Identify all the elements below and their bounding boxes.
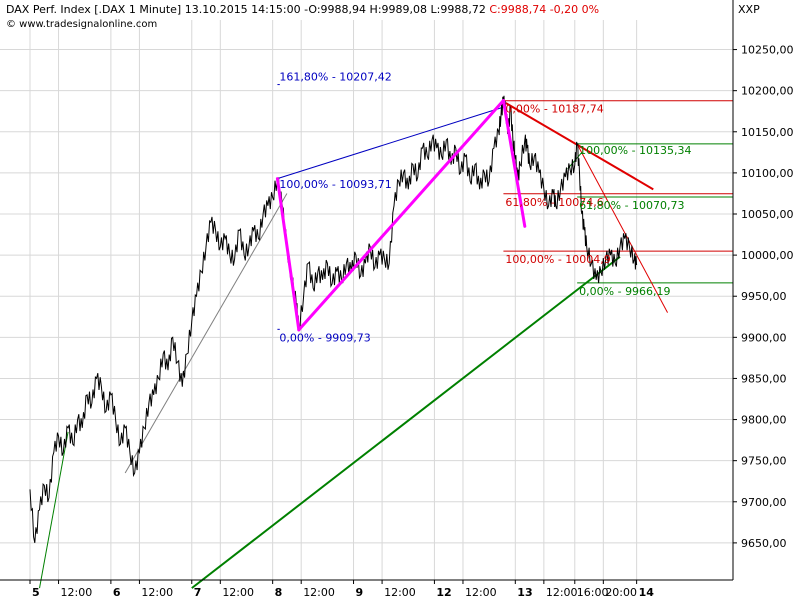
fib-level-label: 0,00% - 10187,74 — [505, 103, 603, 116]
fib-level-label: 161,80% - 10207,42 — [279, 71, 391, 84]
fib-level-label: 100,00% - 10093,71 — [279, 178, 391, 191]
symbol-label: XXP — [738, 3, 760, 16]
x-tick-label: 12:00 — [546, 586, 578, 599]
open-value: O:9988,94 — [308, 3, 367, 16]
grid — [0, 20, 733, 580]
trend-line — [576, 143, 668, 313]
trend-line — [191, 255, 621, 589]
x-tick-label: 12:00 — [61, 586, 93, 599]
trend-line — [277, 106, 504, 180]
x-tick-label: 16:00 — [577, 586, 609, 599]
fib-level-label: 61,80% - 10070,73 — [579, 199, 684, 212]
instrument-name: DAX Perf. Index [.DAX 1 Minute] — [6, 3, 182, 16]
fibonacci-levels — [277, 84, 733, 330]
bar-datetime: 13.10.2015 14:15:00 — [184, 3, 301, 16]
x-tick-label: 8 — [275, 586, 283, 599]
y-tick-label: 9900,00 — [741, 331, 787, 344]
chart-header: DAX Perf. Index [.DAX 1 Minute] 13.10.20… — [6, 3, 600, 16]
pattern-line — [297, 99, 505, 332]
fib-level-label: 61,80% - 10074,6 — [505, 196, 603, 209]
y-tick-label: 10250,00 — [741, 44, 794, 57]
x-tick-label: 12:00 — [222, 586, 254, 599]
x-tick-label: 13 — [517, 586, 532, 599]
pattern-line — [501, 99, 527, 228]
y-tick-label: 10200,00 — [741, 85, 794, 98]
pattern-line — [275, 177, 301, 332]
fib-level-label: 0,00% - 9909,73 — [279, 331, 370, 344]
fib-level-label: 100,00% - 10004,9 — [505, 253, 610, 266]
x-tick-label: 14 — [639, 586, 655, 599]
y-tick-label: 9950,00 — [741, 290, 787, 303]
y-tick-label: 10050,00 — [741, 208, 794, 221]
x-tick-label: 7 — [194, 586, 202, 599]
fib-level-label: 0,00% - 9966,19 — [579, 285, 670, 298]
high-value: H:9989,08 — [369, 3, 428, 16]
y-tick-label: 9850,00 — [741, 372, 787, 385]
pattern-lines — [275, 99, 527, 332]
y-tick-label: 9750,00 — [741, 455, 787, 468]
x-tick-label: 6 — [113, 586, 121, 599]
copyright-text: © www.tradesignalonline.com — [6, 19, 158, 30]
trend-line — [39, 431, 69, 589]
y-tick-label: 10100,00 — [741, 167, 794, 180]
fibonacci-labels: 161,80% - 10207,42 100,00% - 10093,71 0,00… — [279, 71, 691, 345]
x-tick-label: 20:00 — [605, 586, 637, 599]
trend-lines — [39, 102, 668, 589]
y-tick-label: 10000,00 — [741, 249, 794, 262]
low-value: L:9988,72 — [430, 3, 486, 16]
x-tick-label: 12:00 — [303, 586, 335, 599]
fib-level-label: 100,00% - 10135,34 — [579, 144, 691, 157]
x-tick-label: 9 — [356, 586, 364, 599]
close-change-value: C:9988,74 -0,20 0% — [489, 3, 600, 16]
y-tick-label: 10150,00 — [741, 126, 794, 139]
x-tick-label: 12 — [436, 586, 451, 599]
trend-line — [505, 102, 654, 191]
x-tick-label: 5 — [32, 586, 40, 599]
y-tick-label: 9650,00 — [741, 537, 787, 550]
y-tick-label: 9700,00 — [741, 496, 787, 509]
y-tick-label: 9800,00 — [741, 414, 787, 427]
x-tick-label: 12:00 — [141, 586, 173, 599]
x-tick-label: 12:00 — [465, 586, 497, 599]
x-tick-label: 12:00 — [384, 586, 416, 599]
